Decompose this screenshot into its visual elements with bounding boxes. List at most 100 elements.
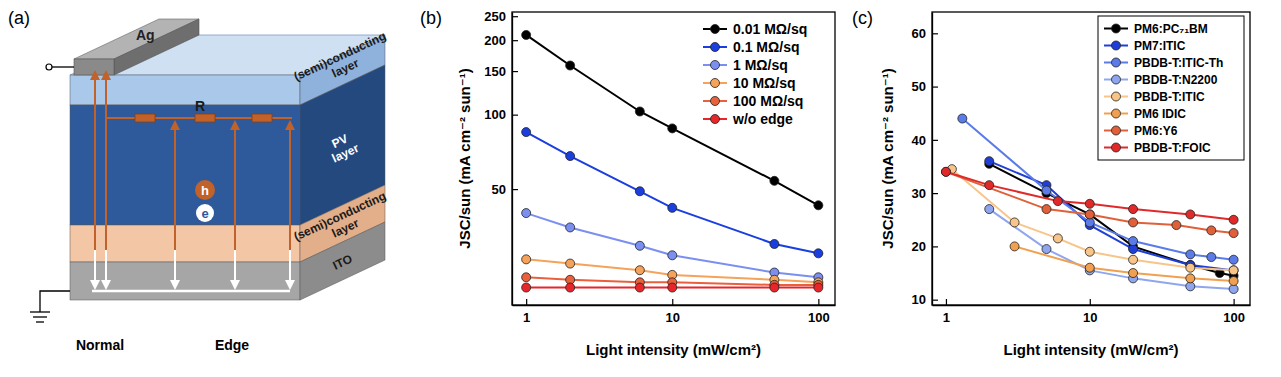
series-marker bbox=[668, 251, 677, 260]
series-marker bbox=[668, 283, 677, 292]
series-marker bbox=[1229, 229, 1238, 238]
figure-svg: (a)(b)(c)AgRhe(semi)conductinglayerPVlay… bbox=[0, 0, 1281, 377]
top-layer-front bbox=[70, 75, 300, 105]
legend-label: PM6:PC₇₁BM bbox=[1134, 22, 1208, 36]
legend-swatch-marker bbox=[711, 97, 720, 106]
series-marker bbox=[1129, 218, 1138, 227]
y-tick-mark bbox=[932, 246, 938, 247]
electron-path bbox=[174, 250, 176, 288]
x-tick-mark bbox=[672, 299, 673, 305]
chart-1: 110100102030405060Light intensity (mW/cm… bbox=[879, 12, 1251, 358]
electron bbox=[196, 204, 214, 222]
hole-path bbox=[105, 72, 107, 250]
y-tick: 40 bbox=[912, 133, 938, 148]
resistor-label: R bbox=[195, 98, 205, 114]
series-marker bbox=[566, 61, 575, 70]
terminal bbox=[46, 64, 52, 70]
x-axis-title: Light intensity (mW/cm²) bbox=[586, 341, 761, 358]
y-tick-label: 150 bbox=[484, 64, 506, 79]
series-marker bbox=[522, 255, 531, 264]
ground-symbol bbox=[30, 311, 50, 312]
panel-label: (a) bbox=[8, 8, 30, 28]
legend-label: PM6 IDIC bbox=[1134, 107, 1186, 121]
pv-layer-label: PVlayer bbox=[324, 129, 361, 166]
y-axis-title: JSC/sun (mA cm⁻² sun⁻¹) bbox=[879, 68, 896, 248]
series-marker bbox=[1229, 255, 1238, 264]
series-marker bbox=[1207, 253, 1216, 262]
x-tick-label: 10 bbox=[1083, 310, 1097, 325]
series-marker bbox=[770, 239, 779, 248]
x-tick: 10 bbox=[666, 299, 680, 325]
y-tick-label: 50 bbox=[492, 182, 506, 197]
series-marker bbox=[985, 181, 994, 190]
hole bbox=[195, 180, 215, 200]
legend-swatch-marker bbox=[711, 43, 720, 52]
y-axis: 102030405060 bbox=[912, 13, 938, 308]
y-tick: 100 bbox=[484, 107, 518, 122]
x-tick-label: 1 bbox=[943, 310, 950, 325]
y-axis: 50100150200250 bbox=[484, 9, 518, 306]
y-tick-mark bbox=[512, 40, 518, 41]
series-marker bbox=[941, 167, 950, 176]
legend-swatch-marker bbox=[1112, 75, 1121, 84]
series-marker bbox=[1129, 269, 1138, 278]
x-axis: 1 10 100 bbox=[933, 299, 1251, 325]
series-marker bbox=[522, 30, 531, 39]
series-marker bbox=[566, 152, 575, 161]
resistor bbox=[135, 114, 155, 122]
x-tick-label: 100 bbox=[1223, 310, 1245, 325]
legend-label: PBDB-T:ITIC-Th bbox=[1134, 56, 1223, 70]
series-marker bbox=[1085, 263, 1094, 272]
series-marker bbox=[1053, 234, 1062, 243]
wire bbox=[52, 66, 74, 67]
y-tick: 50 bbox=[912, 79, 938, 94]
legend-label: 0.1 MΩ/sq bbox=[733, 39, 799, 55]
series-marker bbox=[1186, 250, 1195, 259]
legend-swatch-marker bbox=[711, 115, 720, 124]
legend-label: 100 MΩ/sq bbox=[733, 93, 803, 109]
series-marker bbox=[770, 176, 779, 185]
legend-label: w/o edge bbox=[732, 111, 793, 127]
series-marker bbox=[566, 283, 575, 292]
series-marker bbox=[635, 241, 644, 250]
electron-path bbox=[105, 250, 107, 288]
y-tick-mark bbox=[932, 193, 938, 194]
ground-wire bbox=[40, 291, 70, 312]
device-diagram: AgRhe(semi)conductinglayerPVlayer(semi)c… bbox=[30, 19, 394, 353]
y-tick: 30 bbox=[912, 186, 938, 201]
x-tick-mark bbox=[1090, 299, 1091, 305]
y-tick: 200 bbox=[484, 33, 518, 48]
series-marker bbox=[1207, 226, 1216, 235]
y-tick-label: 10 bbox=[912, 292, 926, 307]
x-tick-mark bbox=[1234, 299, 1235, 305]
y-tick-mark bbox=[512, 189, 518, 190]
y-tick-label: 200 bbox=[484, 33, 506, 48]
legend-swatch-marker bbox=[1112, 58, 1121, 67]
x-axis-line bbox=[933, 305, 1251, 306]
series-line bbox=[946, 172, 1234, 220]
series-marker bbox=[1042, 245, 1051, 254]
series-marker bbox=[814, 201, 823, 210]
series-line bbox=[526, 132, 818, 253]
legend-swatch-marker bbox=[711, 61, 720, 70]
series-marker bbox=[1053, 197, 1062, 206]
series-marker bbox=[958, 114, 967, 123]
series-marker bbox=[566, 259, 575, 268]
plot-area bbox=[941, 114, 1238, 293]
y-tick-label: 50 bbox=[912, 79, 926, 94]
series-marker bbox=[1129, 205, 1138, 214]
hole-path bbox=[174, 122, 176, 250]
series-marker bbox=[1042, 205, 1051, 214]
series-marker bbox=[1010, 218, 1019, 227]
chart-0: 11010050100150200250Light intensity (mW/… bbox=[456, 9, 836, 358]
series-marker bbox=[1186, 210, 1195, 219]
legend-label: 1 MΩ/sq bbox=[733, 57, 788, 73]
series-marker bbox=[1229, 277, 1238, 286]
series-marker bbox=[814, 283, 823, 292]
ag-label: Ag bbox=[136, 27, 155, 43]
y-tick-label: 60 bbox=[912, 26, 926, 41]
legend-label: PM7:ITIC bbox=[1134, 39, 1186, 53]
x-tick-mark bbox=[818, 299, 819, 305]
x-tick-mark bbox=[946, 299, 947, 305]
y-axis-line bbox=[932, 13, 933, 306]
